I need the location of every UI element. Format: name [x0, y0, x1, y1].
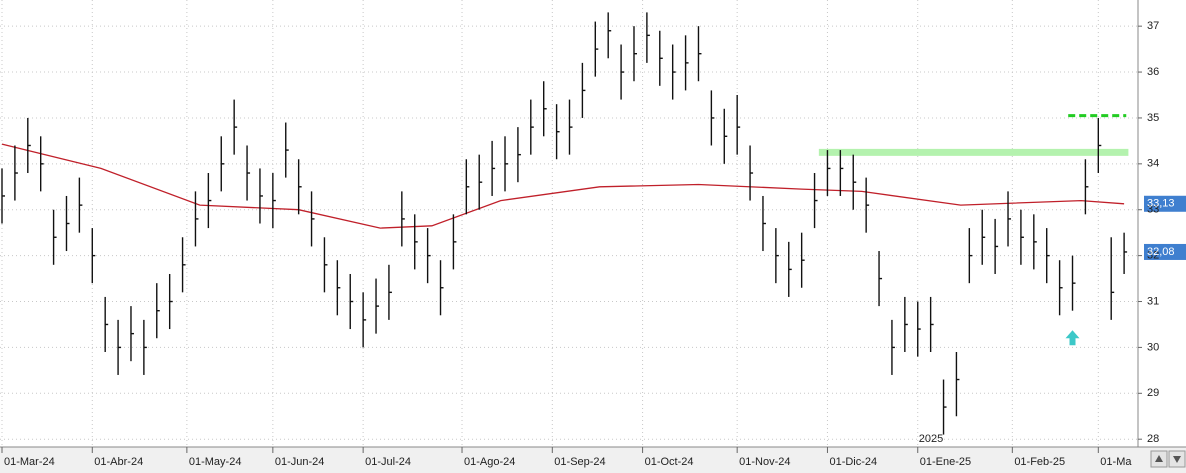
x-tick-label: 01-Dic-24	[829, 456, 877, 468]
moving-average-line	[1, 143, 1125, 229]
y-tick-label: 32	[1147, 250, 1159, 262]
y-tick-label: 34	[1147, 158, 1159, 170]
x-tick-label: 01-Ma	[1100, 456, 1132, 468]
y-tick-label: 35	[1147, 112, 1159, 124]
x-tick-label: 01-Ago-24	[464, 456, 515, 468]
price-tag-label: 32,08	[1147, 246, 1175, 258]
x-tick-label: 01-Mar-24	[4, 456, 55, 468]
x-tick-label: 01-Oct-24	[645, 456, 694, 468]
signal-arrow	[1065, 330, 1080, 346]
y-tick-label: 30	[1147, 341, 1159, 353]
x-tick-label: 01-Nov-24	[739, 456, 790, 468]
y-tick-label: 37	[1147, 20, 1159, 32]
price-tag-label: 33,13	[1147, 198, 1175, 210]
price-tag	[1144, 243, 1186, 260]
y-tick-label: 33	[1147, 204, 1159, 216]
y-tick-label: 31	[1147, 295, 1159, 307]
y-tick-label: 36	[1147, 66, 1159, 78]
y-tick-label: 29	[1147, 387, 1159, 399]
marks	[1, 12, 1186, 435]
x-tick-label: 01-Feb-25	[1014, 456, 1065, 468]
scroll-icon	[1173, 456, 1181, 463]
x-tick-label: 01-Sep-24	[554, 456, 605, 468]
year-label: 2025	[919, 433, 943, 445]
scroll-buttons[interactable]	[1150, 450, 1186, 468]
x-tick-label: 01-May-24	[189, 456, 242, 468]
x-tick-label: 01-Ene-25	[920, 456, 971, 468]
price-tag	[1144, 195, 1186, 212]
x-tick-label: 01-Abr-24	[94, 456, 143, 468]
y-tick-label: 28	[1147, 433, 1159, 445]
x-tick-label: 01-Jul-24	[365, 456, 411, 468]
x-axis-band	[0, 447, 1186, 473]
labels: 28 29 30 31 32 33 34 35 36 37 01-Mar-24 01-Abr-24 01…	[4, 20, 1175, 468]
scroll-icon	[1155, 455, 1163, 462]
x-tick-label: 01-Jun-24	[275, 456, 325, 468]
grid	[0, 0, 1142, 453]
